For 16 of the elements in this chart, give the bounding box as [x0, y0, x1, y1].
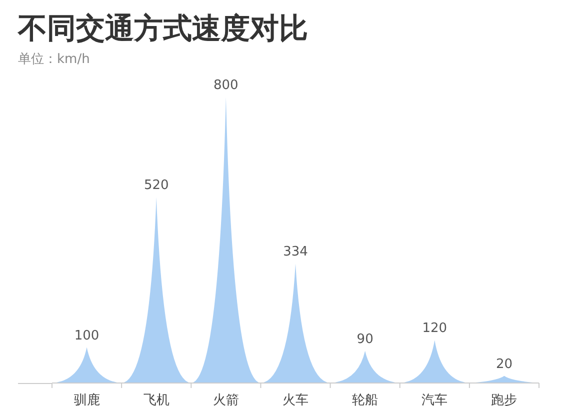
data-label: 520: [144, 178, 169, 194]
x-tick-label: 轮船: [352, 393, 378, 406]
x-tick-label: 驯鹿: [74, 393, 100, 406]
data-label: 800: [214, 78, 238, 93]
data-label: 334: [283, 244, 308, 260]
x-tick-label: 跑步: [491, 393, 518, 406]
data-label: 20: [496, 356, 512, 372]
x-tick-label: 飞机: [143, 393, 170, 406]
x-tick-label: 火车: [282, 393, 308, 406]
chart-title: 不同交通方式速度对比: [17, 11, 308, 45]
data-label: 100: [74, 328, 100, 344]
x-tick-label: 火箭: [212, 393, 239, 406]
x-tick-label: 汽车: [422, 393, 448, 406]
data-label: 90: [356, 332, 374, 347]
chart-subtitle: 单位：km/h: [18, 52, 90, 67]
data-label: 120: [422, 321, 448, 336]
